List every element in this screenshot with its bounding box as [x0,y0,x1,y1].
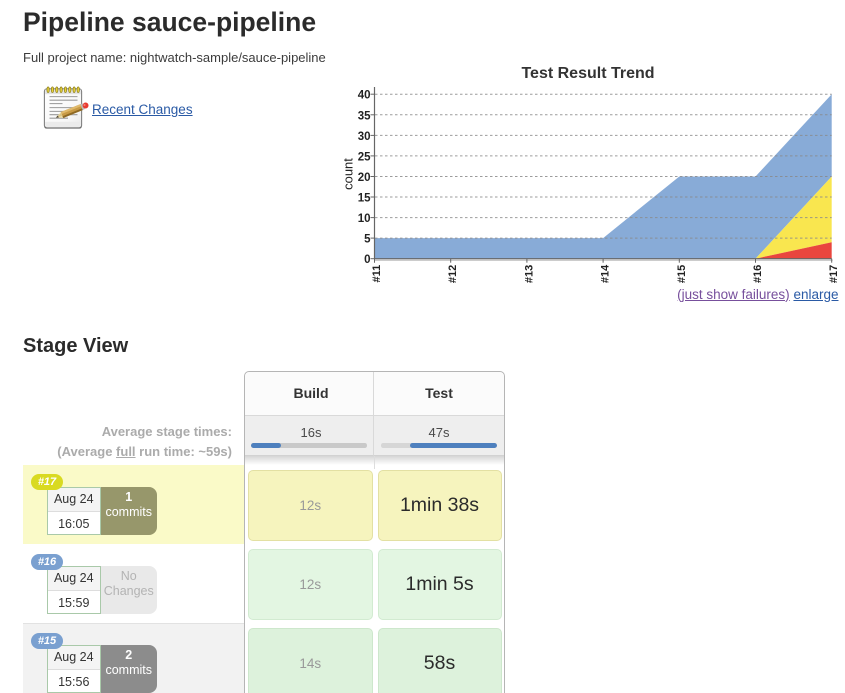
svg-text:#12: #12 [447,265,459,283]
svg-text:#17: #17 [828,265,840,283]
svg-text:Test Result Trend: Test Result Trend [521,65,654,82]
svg-text:#13: #13 [523,265,535,283]
svg-text:30: 30 [358,131,371,143]
svg-text:25: 25 [358,151,371,163]
svg-text:#16: #16 [752,265,764,283]
svg-text:0: 0 [364,254,370,266]
svg-text:15: 15 [358,193,371,205]
svg-text:count: count [341,158,356,190]
svg-text:40: 40 [358,90,371,102]
svg-text:#15: #15 [676,265,688,283]
svg-text:#14: #14 [600,264,612,283]
svg-text:35: 35 [358,110,371,122]
svg-text:5: 5 [364,234,371,246]
svg-text:#11: #11 [371,265,383,283]
svg-text:20: 20 [358,172,371,184]
svg-text:10: 10 [358,213,371,225]
